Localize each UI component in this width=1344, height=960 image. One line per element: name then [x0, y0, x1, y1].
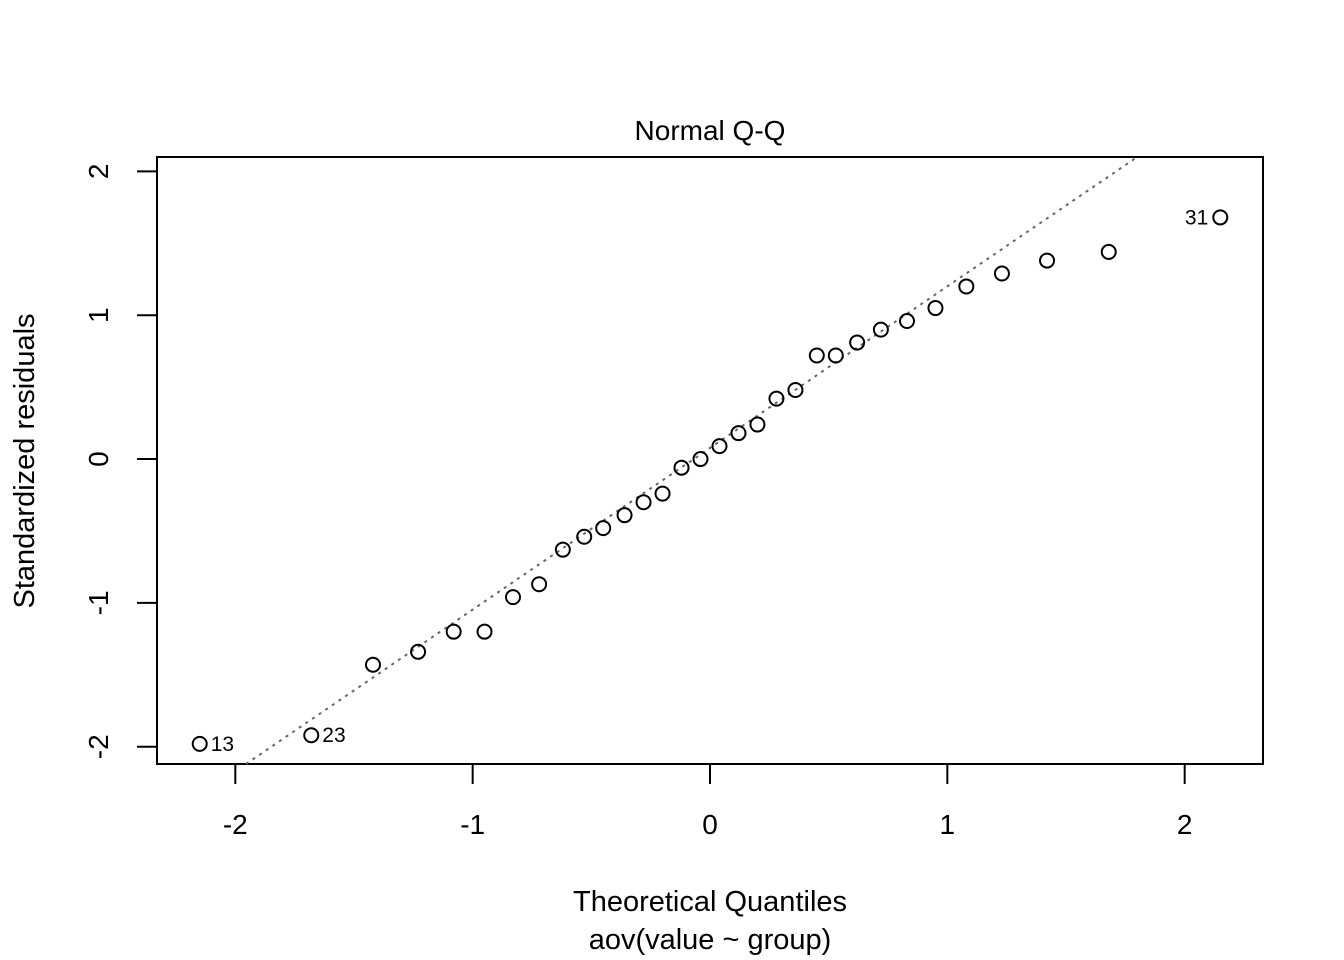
data-point [711, 438, 728, 455]
data-point [476, 623, 493, 640]
data-point [1212, 209, 1229, 226]
chart-title: Normal Q-Q [635, 115, 786, 146]
chart-subtitle: aov(value ~ group) [589, 924, 832, 956]
data-point [730, 425, 747, 442]
data-point [827, 347, 844, 364]
data-point [849, 334, 866, 351]
data-point [364, 656, 381, 673]
data-points [191, 209, 1229, 752]
x-tick-label: -1 [460, 809, 485, 840]
point-label: 31 [1185, 206, 1208, 229]
x-tick-label: 2 [1177, 809, 1193, 840]
data-point [673, 459, 690, 476]
data-point [692, 451, 709, 468]
y-tick-label: 1 [83, 307, 114, 323]
data-point [749, 416, 766, 433]
data-point [191, 735, 208, 752]
y-tick-label: -1 [83, 590, 114, 615]
data-point [1039, 252, 1056, 269]
data-point [898, 312, 915, 329]
data-point [808, 347, 825, 364]
x-tick-label: 0 [702, 809, 718, 840]
reference-line [245, 156, 1138, 765]
data-point [993, 265, 1010, 282]
y-tick-label: -2 [83, 734, 114, 759]
y-tick-label: 2 [83, 164, 114, 180]
plot-frame [156, 156, 1264, 765]
data-point [872, 321, 889, 338]
data-point [958, 278, 975, 295]
data-point [927, 300, 944, 317]
point-label: 13 [211, 733, 234, 756]
y-axis-label: Standardized residuals [9, 313, 41, 608]
point-labels: 13 23 31 [211, 206, 1209, 755]
y-tick-label: 0 [83, 451, 114, 467]
data-point [1100, 243, 1117, 260]
x-axis: -2 -1 0 1 2 [223, 763, 1193, 840]
data-point [787, 382, 804, 399]
point-label: 23 [322, 724, 345, 747]
data-point [554, 541, 571, 558]
data-point [531, 576, 548, 593]
data-point [410, 643, 427, 660]
data-point [768, 390, 785, 407]
data-point [616, 507, 633, 524]
data-point [576, 528, 593, 545]
data-point [635, 494, 652, 511]
x-axis-label: Theoretical Quantiles [573, 886, 847, 918]
y-axis: -2 -1 0 1 2 [83, 164, 158, 759]
x-tick-label: 1 [940, 809, 956, 840]
data-point [505, 589, 522, 606]
data-point [595, 520, 612, 537]
data-point [445, 623, 462, 640]
x-tick-label: -2 [223, 809, 248, 840]
data-point [654, 485, 671, 502]
data-point [303, 727, 320, 744]
